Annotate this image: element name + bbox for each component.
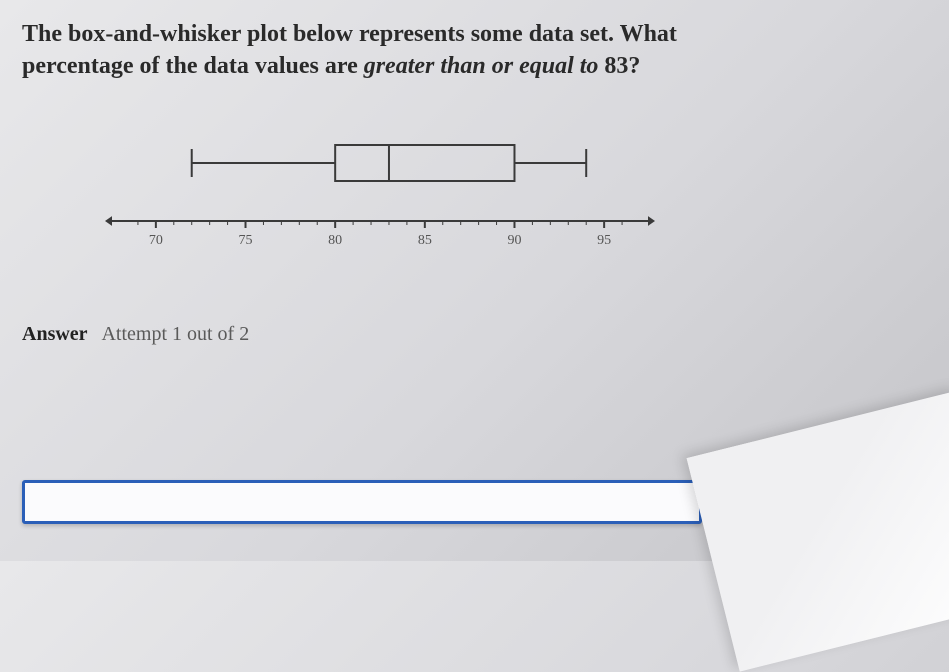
question-line2-em: greater than or equal to [364,53,599,79]
svg-text:80: 80 [328,233,342,248]
answer-attempt-row: Answer Attempt 1 out of 2 [22,323,949,346]
answer-input-row: Submit Answer [22,480,871,524]
svg-text:75: 75 [239,233,253,248]
svg-text:95: 95 [597,233,611,248]
keypad-button[interactable] [871,418,911,450]
svg-text:90: 90 [507,233,521,248]
question-line1: The box-and-whisker plot below represent… [22,21,677,47]
answer-input[interactable] [22,480,702,524]
question-line2b: 83? [598,53,640,79]
svg-text:70: 70 [149,233,163,248]
attempt-counter: Attempt 1 out of 2 [101,323,249,345]
box-and-whisker-plot: 70 75 80 85 90 95 [100,123,660,253]
svg-text:85: 85 [418,233,432,248]
question-text: The box-and-whisker plot below represent… [0,0,949,83]
keypad-icon [880,427,902,441]
answer-label: Answer [22,323,88,345]
boxplot-svg: 70 75 80 85 90 95 [100,123,660,253]
submit-answer-button[interactable]: Submit Answer [722,480,871,524]
question-line2a: percentage of the data values are [22,53,364,79]
